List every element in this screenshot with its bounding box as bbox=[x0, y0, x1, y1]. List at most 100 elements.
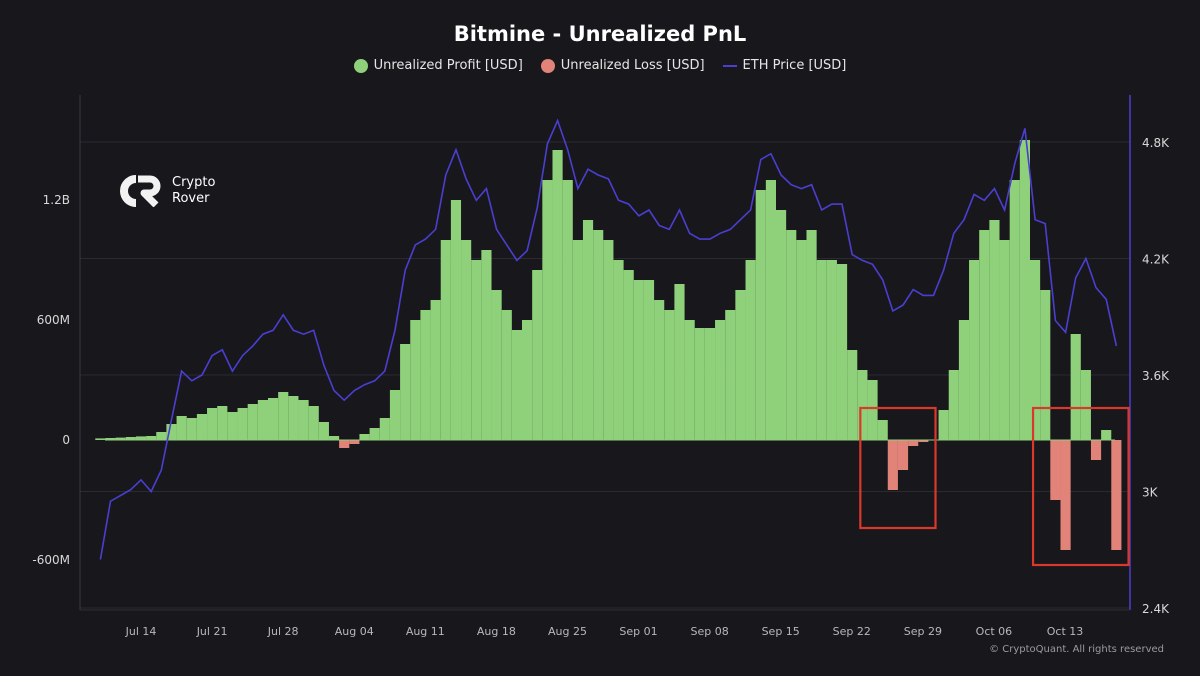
x-tick-label: Jul 21 bbox=[196, 625, 228, 638]
profit-bar bbox=[989, 220, 1000, 440]
profit-bar bbox=[826, 260, 837, 440]
loss-bar bbox=[897, 440, 909, 470]
x-tick-label: Sep 08 bbox=[691, 625, 729, 638]
loss-dot-icon bbox=[540, 58, 555, 73]
legend-item-profit[interactable]: Unrealized Profit [USD] bbox=[353, 58, 523, 73]
profit-bar bbox=[237, 408, 248, 440]
x-tick-label: Sep 15 bbox=[762, 625, 800, 638]
profit-bar bbox=[135, 436, 147, 440]
right-tick-label: 3.6K bbox=[1142, 369, 1170, 383]
x-tick-label: Sep 29 bbox=[904, 625, 942, 638]
x-tick-label: Aug 04 bbox=[335, 625, 374, 638]
profit-bar bbox=[806, 230, 817, 440]
profit-bar bbox=[298, 400, 309, 440]
profit-bar bbox=[207, 408, 218, 440]
legend: Unrealized Profit [USD] Unrealized Loss … bbox=[0, 58, 1200, 73]
profit-bar bbox=[674, 284, 685, 440]
logo-text-line1: Crypto bbox=[172, 175, 216, 190]
profit-bar bbox=[532, 270, 543, 440]
right-tick-label: 2.4K bbox=[1142, 602, 1170, 616]
x-tick-label: Oct 13 bbox=[1047, 625, 1084, 638]
profit-bar bbox=[633, 280, 644, 440]
x-tick-label: Jul 14 bbox=[125, 625, 157, 638]
profit-bar bbox=[694, 328, 705, 440]
legend-item-loss[interactable]: Unrealized Loss [USD] bbox=[540, 58, 705, 73]
x-tick-label: Aug 11 bbox=[406, 625, 445, 638]
profit-bar bbox=[836, 264, 848, 440]
profit-bar bbox=[176, 416, 187, 440]
profit-bar bbox=[186, 418, 197, 440]
profit-bar bbox=[1040, 290, 1051, 440]
loss-bar bbox=[887, 440, 898, 490]
profit-bar bbox=[227, 412, 238, 440]
profit-bar bbox=[847, 350, 858, 440]
loss-bar bbox=[1060, 440, 1071, 550]
profit-bar bbox=[715, 320, 726, 440]
profit-bar bbox=[654, 300, 665, 440]
legend-item-eth-price[interactable]: ETH Price [USD] bbox=[722, 58, 846, 73]
profit-bar bbox=[593, 230, 604, 440]
profit-bar bbox=[704, 328, 716, 440]
profit-bar bbox=[217, 406, 228, 440]
profit-bar bbox=[562, 180, 573, 440]
profit-bar bbox=[196, 414, 208, 440]
profit-bar bbox=[1101, 430, 1112, 440]
loss-bar bbox=[1090, 440, 1102, 460]
profit-bar bbox=[552, 150, 563, 440]
profit-bar bbox=[745, 260, 756, 440]
profit-bar bbox=[410, 320, 421, 440]
profit-bar bbox=[765, 180, 776, 440]
profit-bar bbox=[308, 406, 319, 440]
profit-bar bbox=[115, 437, 126, 440]
profit-bar bbox=[1019, 140, 1030, 440]
eth-price-line bbox=[99, 118, 1118, 560]
profit-bar bbox=[440, 240, 451, 440]
profit-bar bbox=[786, 230, 797, 440]
profit-bar bbox=[146, 436, 157, 440]
loss-bar bbox=[339, 440, 350, 448]
profit-bar bbox=[643, 280, 655, 440]
profit-bar bbox=[379, 418, 390, 440]
profit-bar bbox=[1009, 180, 1020, 440]
profit-bar bbox=[461, 240, 472, 440]
profit-bar bbox=[501, 310, 512, 440]
profit-bar bbox=[542, 180, 553, 440]
profit-bar bbox=[156, 432, 167, 440]
logo-text-line2: Rover bbox=[172, 191, 210, 206]
profit-bar bbox=[938, 410, 949, 440]
profit-bar bbox=[125, 437, 136, 440]
profit-bar bbox=[948, 370, 959, 440]
profit-bar bbox=[511, 330, 522, 440]
x-tick-label: Aug 18 bbox=[477, 625, 516, 638]
right-tick-label: 4.8K bbox=[1142, 136, 1170, 150]
profit-bar bbox=[257, 400, 268, 440]
profit-bar bbox=[522, 320, 533, 440]
profit-bar bbox=[623, 270, 634, 440]
loss-bar bbox=[349, 440, 360, 444]
crypto-rover-logo: Crypto Rover bbox=[118, 175, 215, 207]
profit-bar bbox=[450, 200, 462, 440]
right-tick-label: 4.2K bbox=[1142, 253, 1170, 267]
profit-bar bbox=[684, 320, 695, 440]
profit-bar bbox=[268, 398, 279, 440]
profit-bar bbox=[328, 436, 340, 440]
line-icon bbox=[722, 64, 737, 67]
profit-bar bbox=[867, 380, 878, 440]
profit-bar bbox=[278, 392, 289, 440]
x-tick-label: Oct 06 bbox=[976, 625, 1013, 638]
profit-bar bbox=[420, 310, 431, 440]
left-tick-label: -600M bbox=[32, 553, 70, 567]
profit-bar bbox=[1070, 334, 1081, 440]
profit-bar bbox=[816, 260, 827, 440]
profit-bar bbox=[430, 300, 441, 440]
loss-bar bbox=[1050, 440, 1061, 500]
profit-bar bbox=[877, 420, 888, 440]
legend-label: Unrealized Profit [USD] bbox=[373, 58, 523, 73]
loss-bar bbox=[1111, 440, 1122, 550]
profit-bar bbox=[166, 424, 177, 440]
profit-bar bbox=[1080, 370, 1091, 440]
x-tick-label: Aug 25 bbox=[548, 625, 587, 638]
profit-bar bbox=[796, 240, 807, 440]
profit-bar bbox=[1030, 260, 1041, 440]
left-tick-label: 1.2B bbox=[43, 193, 70, 207]
